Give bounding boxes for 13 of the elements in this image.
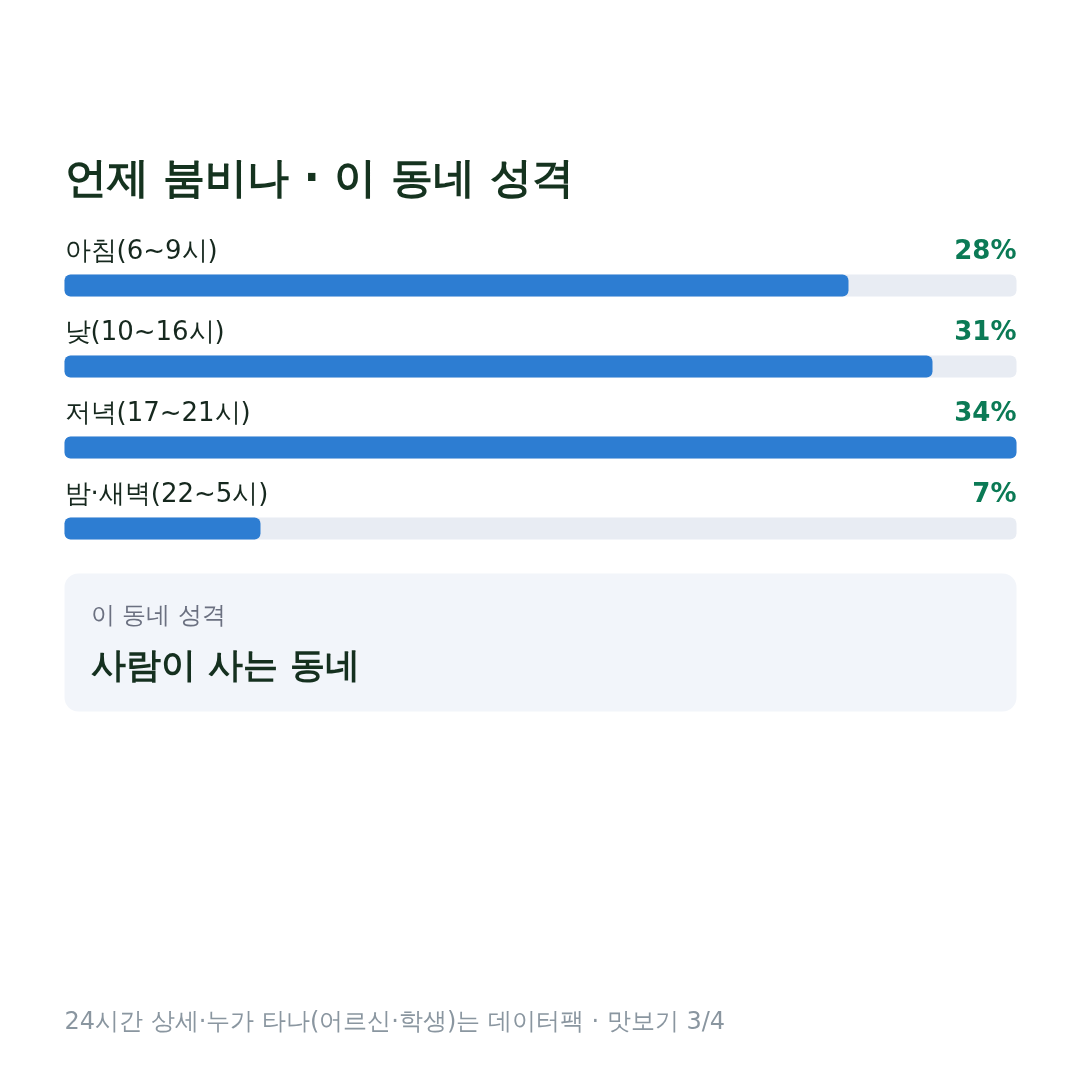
- bar: [64, 517, 261, 540]
- text: 이 동네 성격: [90, 600, 226, 629]
- y-tick-label: 낮(10~16시): [64, 315, 225, 346]
- y-tick-label: 밤·새벽(22~5시): [64, 477, 269, 508]
- text: 사람이 사는 동네: [90, 644, 360, 685]
- data-label: 31%: [954, 315, 1017, 346]
- data-label: 28%: [954, 234, 1017, 265]
- y-tick-label: 저녁(17~21시): [64, 396, 251, 427]
- data-label: 7%: [972, 477, 1017, 508]
- y-tick-label: 아침(6~9시): [64, 234, 218, 265]
- chart-title: 언제 붐비나 · 이 동네 성격: [64, 153, 574, 202]
- data-label: 34%: [954, 396, 1017, 427]
- text: 24시간 상세·누가 타나(어르신·학생)는 데이터팩 · 맛보기 3/4: [64, 1006, 726, 1035]
